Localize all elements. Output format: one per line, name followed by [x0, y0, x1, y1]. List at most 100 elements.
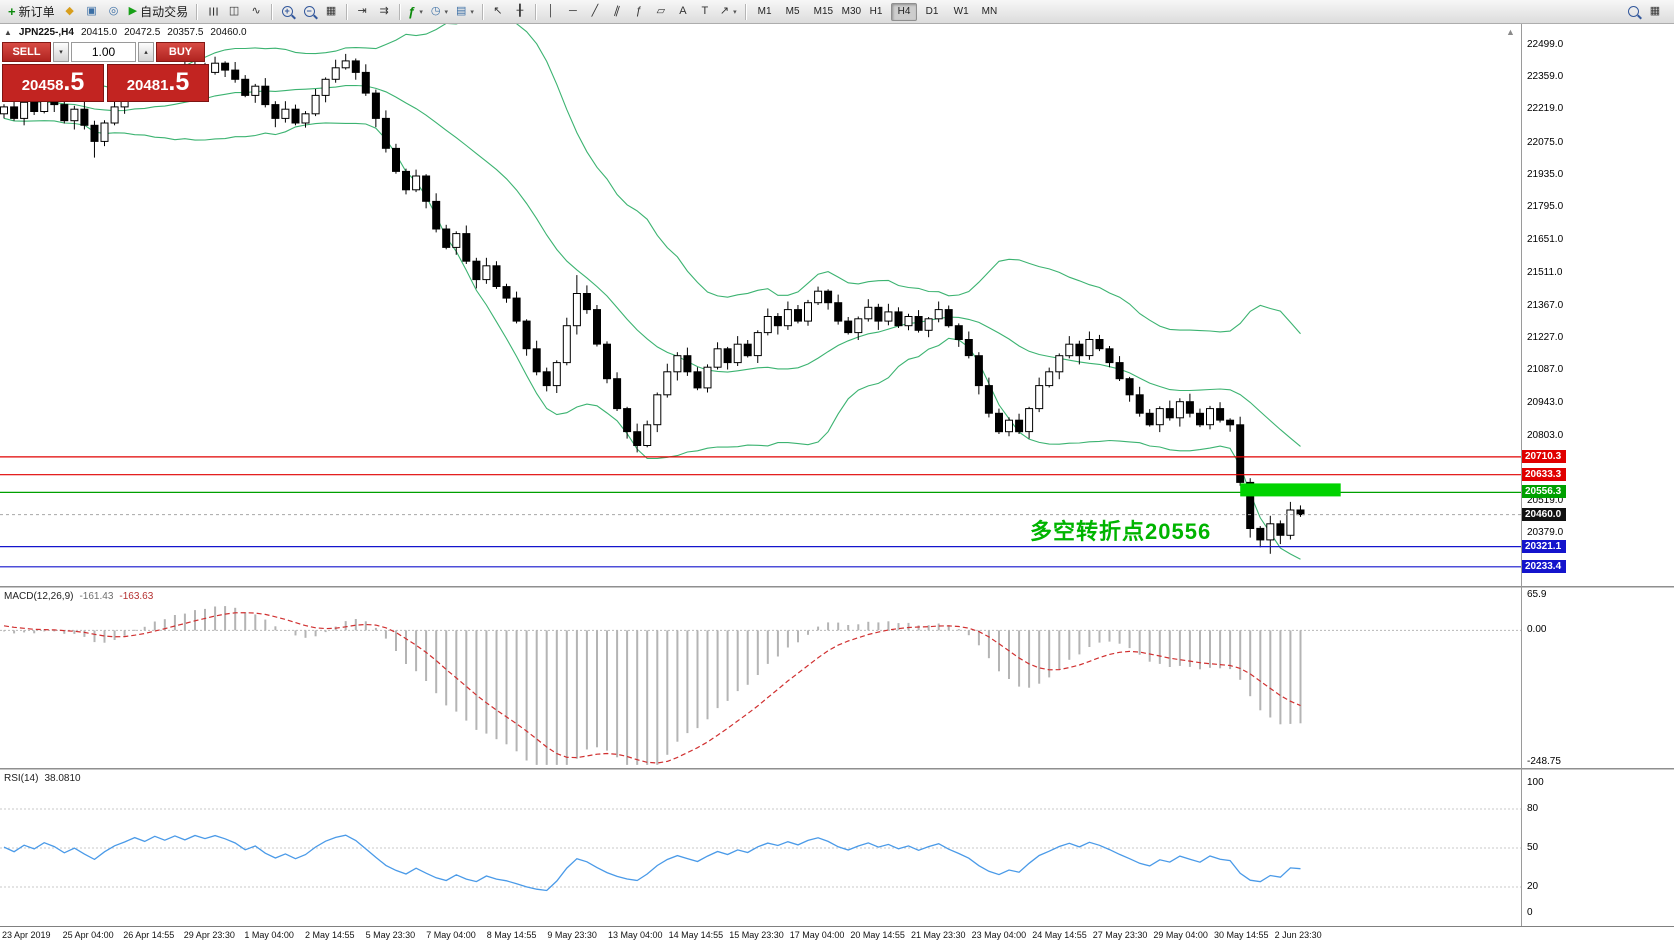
price-tag: 20710.3: [1522, 449, 1567, 463]
equidistant-channel-button[interactable]: ∥: [606, 2, 628, 22]
autotrading-button[interactable]: ▶ 自动交易: [125, 2, 192, 22]
timeframe-h1-button[interactable]: H1: [863, 3, 889, 21]
crosshair-button[interactable]: ╂: [509, 2, 531, 22]
timeframe-m5-button[interactable]: M5: [779, 3, 805, 21]
timeframe-mn-button[interactable]: MN: [975, 3, 1001, 21]
price-axis[interactable]: 22499.0 22359.0 22219.0 22075.0 21935.0 21795…: [1522, 24, 1674, 926]
timeframe-m30-button[interactable]: M30: [835, 3, 861, 21]
macd-signal-value: -163.63: [119, 591, 154, 602]
rsi-indicator-chart[interactable]: [0, 770, 1521, 926]
ohlc-close: 20460.0: [210, 27, 247, 38]
fibonacci-icon: ƒ: [635, 5, 642, 17]
time-axis-label: 9 May 23:30: [547, 930, 597, 940]
scroll-end-marker-icon[interactable]: ▲: [1506, 27, 1515, 37]
price-axis-label: 50: [1527, 842, 1539, 853]
time-axis-label: 5 May 23:30: [365, 930, 416, 940]
price-axis-label: 20519.0: [1527, 495, 1564, 506]
time-axis-label: 14 May 14:55: [668, 930, 724, 940]
search-button[interactable]: [1622, 2, 1644, 22]
sell-price-button[interactable]: 20458.5: [2, 64, 104, 102]
bar-chart-button[interactable]: ☰: [201, 2, 223, 22]
panel-divider[interactable]: [0, 768, 1674, 770]
toolbar-separator: [534, 3, 536, 20]
time-axis-label: 13 May 04:00: [608, 930, 663, 940]
charts-profile-button[interactable]: ◆: [59, 2, 81, 22]
tile-windows-button[interactable]: ▦: [320, 2, 342, 22]
toolbar-separator: [481, 3, 483, 20]
zoom-in-button[interactable]: +: [276, 2, 298, 22]
trendline-button[interactable]: ╱: [584, 2, 606, 22]
timeframe-m15-button[interactable]: M15: [807, 3, 833, 21]
rsi-value: 38.0810: [44, 773, 81, 784]
auto-scroll-button[interactable]: ⇥: [351, 2, 373, 22]
timeframe-d1-button[interactable]: D1: [919, 3, 945, 21]
chart-shift-icon: ⇉: [379, 5, 389, 17]
buy-price-main: 20481: [126, 77, 169, 94]
tile-windows-icon: ▦: [325, 5, 337, 17]
arrows-button[interactable]: ↗ ▾: [716, 2, 741, 22]
price-axis-label: 65.9: [1527, 589, 1547, 601]
line-chart-button[interactable]: ∿: [245, 2, 267, 22]
one-click-toggle-icon[interactable]: ▲: [4, 28, 12, 37]
top-toolbar: + 新订单 ◆ ▣ ◎ ▶ 自动交易 ☰ ◫ ∿ + − ▦ ⇥ ⇉ ƒ ▾ ◷ ▾ ▤ ▾ ↖ ╂ │ ─ ╱ ∥ ƒ ▱ A T ↗ ▾ M1…: [0, 0, 1674, 24]
charts-profile-icon: ◆: [65, 5, 74, 17]
chart-shift-button[interactable]: ⇉: [373, 2, 395, 22]
macd-value: -161.43: [79, 591, 114, 602]
time-axis-label: 30 May 14:55: [1214, 930, 1269, 940]
sell-price-fraction: .5: [63, 68, 85, 96]
horizontal-line-button[interactable]: ─: [562, 2, 584, 22]
open-chart-button[interactable]: ▣: [81, 2, 103, 22]
timeframe-h4-button[interactable]: H4: [890, 2, 917, 21]
layouts-button[interactable]: ▦: [1644, 2, 1666, 22]
one-click-trading-panel: SELL ▾ ▴ BUY 20458.5 20481.5: [2, 42, 209, 102]
volume-increase-button[interactable]: ▴: [138, 42, 154, 62]
equidistant-channel-icon: ∥: [612, 4, 622, 18]
candlestick-chart-button[interactable]: ◫: [223, 2, 245, 22]
volume-decrease-button[interactable]: ▾: [53, 42, 69, 62]
time-axis-label: 25 Apr 04:00: [62, 930, 114, 940]
time-axis-label: 23 May 04:00: [971, 930, 1027, 940]
navigator-button[interactable]: ◎: [103, 2, 125, 22]
price-axis-label: 21227.0: [1527, 331, 1564, 343]
shapes-button[interactable]: ▱: [650, 2, 672, 22]
panel-divider[interactable]: [0, 586, 1674, 588]
vertical-line-button[interactable]: │: [540, 2, 562, 22]
templates-button[interactable]: ▤ ▾: [452, 2, 478, 22]
indicators-button[interactable]: ƒ ▾: [404, 2, 427, 22]
cursor-icon: ↖: [493, 5, 503, 17]
text-label-button[interactable]: T: [694, 2, 716, 22]
price-axis-label: 22075.0: [1527, 136, 1564, 148]
volume-input[interactable]: [71, 42, 136, 62]
time-axis[interactable]: 23 Apr 2019 25 Apr 04:00 26 Apr 14:55 29 Ap…: [0, 926, 1674, 944]
fibonacci-button[interactable]: ƒ: [628, 2, 650, 22]
horizontal-line-icon: ─: [568, 5, 577, 17]
price-axis-label: -248.75: [1527, 756, 1561, 768]
buy-price-button[interactable]: 20481.5: [107, 64, 209, 102]
periods-button[interactable]: ◷ ▾: [427, 2, 452, 22]
auto-scroll-icon: ⇥: [357, 5, 367, 17]
rsi-name: RSI(14): [4, 773, 39, 784]
cursor-button[interactable]: ↖: [487, 2, 509, 22]
open-chart-icon: ▣: [86, 5, 97, 17]
zoom-out-button[interactable]: −: [298, 2, 320, 22]
toolbar-separator: [346, 3, 348, 20]
macd-indicator-chart[interactable]: [0, 588, 1521, 768]
timeframe-m1-button[interactable]: M1: [751, 3, 777, 21]
indicators-icon: ƒ: [408, 4, 416, 19]
new-order-button[interactable]: + 新订单: [4, 2, 59, 22]
buy-button[interactable]: BUY: [156, 42, 205, 62]
main-price-chart[interactable]: [0, 24, 1521, 586]
toolbar-separator: [399, 3, 401, 20]
time-axis-label: 27 May 23:30: [1092, 930, 1148, 940]
ohlc-low: 20357.5: [167, 27, 204, 38]
caret-down-icon: ▾: [444, 8, 448, 16]
sell-button[interactable]: SELL: [2, 42, 51, 62]
price-axis-label: 20803.0: [1527, 429, 1564, 441]
shapes-icon: ▱: [656, 5, 666, 17]
text-button[interactable]: A: [672, 2, 694, 22]
new-order-icon: +: [8, 4, 16, 19]
price-tag: 20633.3: [1522, 467, 1567, 481]
timeframe-w1-button[interactable]: W1: [947, 3, 973, 21]
price-axis-label: 0: [1527, 907, 1533, 918]
price-tag: 20460.0: [1522, 507, 1567, 521]
